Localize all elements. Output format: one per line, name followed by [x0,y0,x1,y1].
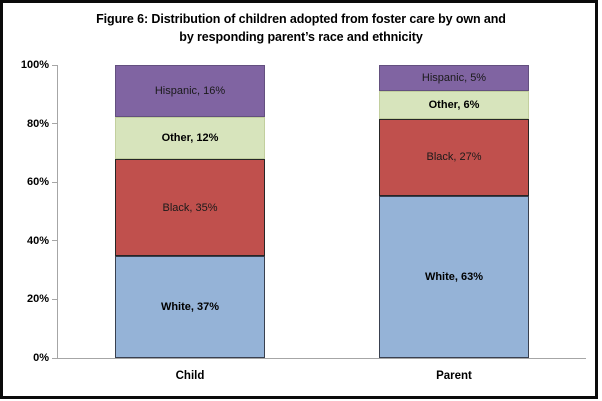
y-axis-tick-label: 0% [33,352,49,364]
y-axis-tick-mark [52,240,58,242]
y-axis-tick-mark [52,123,58,125]
bar-segment-black: Black, 35% [115,159,265,257]
chart-title-line1: Figure 6: Distribution of children adopt… [96,12,506,26]
category-label-parent: Parent [436,370,472,382]
data-label-hispanic: Hispanic, 5% [421,71,487,84]
plot-area: 0% 20% 40% 60% 80% 100% Hispanic, 16% Other, 12… [21,59,586,382]
y-axis-tick-mark [52,181,58,183]
bar-segment-other: Other, 12% [115,116,265,160]
bar-segment-hispanic: Hispanic, 16% [115,65,265,117]
data-label-black: Black, 35% [162,201,218,214]
bar-parent: Hispanic, 5% Other, 6% Black, 27% White, 63… [379,65,529,358]
bar-segment-hispanic: Hispanic, 5% [379,65,529,91]
data-label-white: White, 63% [424,271,484,284]
bar-segment-white: White, 63% [379,196,529,358]
bar-child: Hispanic, 16% Other, 12% Black, 35% White, … [115,65,265,358]
chart-title: Figure 6: Distribution of children adopt… [0,10,602,46]
y-axis-tick-label: 80% [26,117,49,130]
y-axis-tick-label: 60% [26,176,49,189]
data-label-hispanic: Hispanic, 16% [154,84,226,97]
bar-segment-other: Other, 6% [379,90,529,119]
y-axis-tick-mark [52,298,58,300]
y-axis-tick-mark [52,357,58,359]
data-label-other: Other, 12% [161,132,219,145]
y-axis-tick-label: 20% [26,293,49,306]
bar-segment-white: White, 37% [115,256,265,358]
data-label-white: White, 37% [160,301,220,314]
chart-title-line2: by responding parent’s race and ethnicit… [179,30,423,44]
category-label-child: Child [175,370,205,382]
y-axis-tick-label: 40% [26,234,49,247]
y-axis-tick-label: 100% [20,59,49,71]
bar-segment-black: Black, 27% [379,118,529,197]
data-label-other: Other, 6% [428,98,480,111]
data-label-black: Black, 27% [426,151,482,164]
y-axis-tick-mark [52,64,58,66]
